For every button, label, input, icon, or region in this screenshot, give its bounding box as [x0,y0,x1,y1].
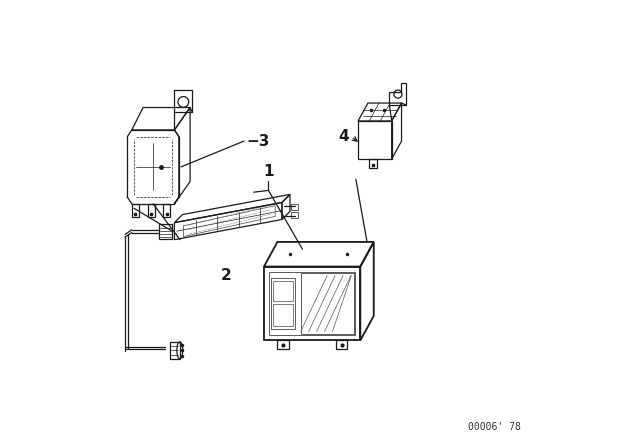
Text: 1: 1 [263,164,274,179]
Bar [264,267,360,340]
Text: −3: −3 [246,134,269,149]
Bar [335,340,347,349]
Bar [291,204,298,210]
Bar [369,159,378,168]
Bar [163,204,170,217]
Bar [291,212,298,218]
Bar [170,342,180,359]
Bar [301,273,354,334]
Bar [132,204,139,217]
Bar [273,304,293,326]
Text: 2: 2 [221,268,231,283]
Bar [148,204,155,217]
Bar [271,278,296,329]
Text: 4: 4 [339,129,349,144]
Ellipse shape [177,342,183,359]
Bar [278,340,289,349]
Bar [159,224,172,239]
Text: 00006' 78: 00006' 78 [468,422,521,432]
Bar [273,281,293,301]
Bar [269,272,355,335]
Bar [358,121,392,159]
